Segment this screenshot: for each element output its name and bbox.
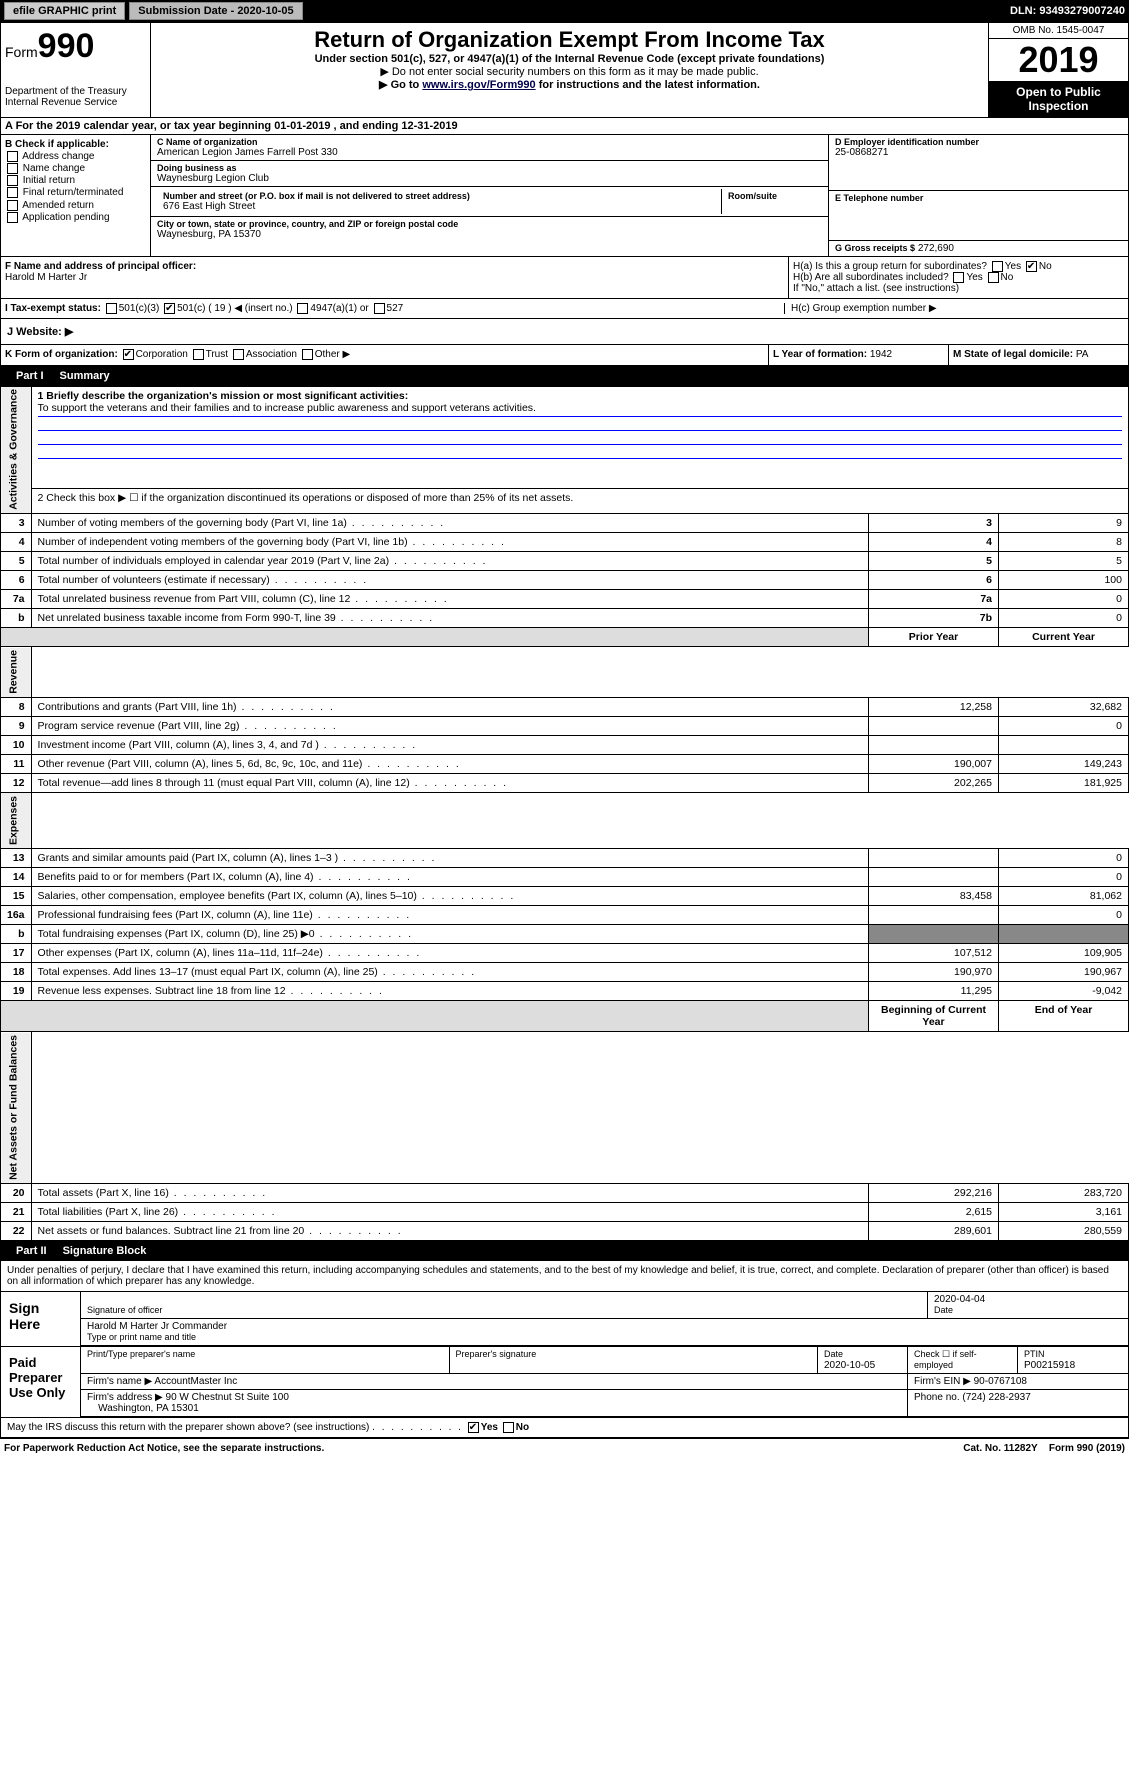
checkbox-amended-return[interactable]: Amended return — [5, 200, 146, 211]
ein: 25-0868271 — [835, 147, 1122, 158]
firm-ein: 90-0767108 — [974, 1376, 1027, 1387]
row-a-period: A For the 2019 calendar year, or tax yea… — [0, 118, 1129, 135]
gross-receipts: 272,690 — [918, 243, 954, 254]
street-address: 676 East High Street — [163, 201, 715, 212]
form-title: Return of Organization Exempt From Incom… — [155, 27, 984, 53]
year-formation: 1942 — [870, 349, 892, 360]
part2-header: Part II Signature Block — [0, 1241, 1129, 1261]
efile-button[interactable]: efile GRAPHIC print — [4, 2, 125, 20]
perjury-text: Under penalties of perjury, I declare th… — [1, 1261, 1128, 1292]
tax-year: 2019 — [989, 39, 1128, 81]
section-bc: B Check if applicable: Address change Na… — [0, 135, 1129, 257]
firm-phone: (724) 228-2937 — [962, 1392, 1030, 1403]
row-tax-status: I Tax-exempt status: 501(c)(3) 501(c) ( … — [0, 299, 1129, 319]
dba: Waynesburg Legion Club — [157, 173, 822, 184]
city-state-zip: Waynesburg, PA 15370 — [157, 229, 822, 240]
box-c: C Name of organization American Legion J… — [151, 135, 828, 256]
part1-header: Part I Summary — [0, 366, 1129, 386]
open-public: Open to Public Inspection — [989, 81, 1128, 117]
row-k: K Form of organization: Corporation Trus… — [0, 345, 1129, 365]
page-footer: For Paperwork Reduction Act Notice, see … — [0, 1438, 1129, 1458]
form-header: Form990 Department of the Treasury Inter… — [0, 22, 1129, 118]
state-domicile: PA — [1076, 349, 1089, 360]
officer-sig-name: Harold M Harter Jr Commander — [87, 1321, 227, 1332]
side-revenue: Revenue — [1, 647, 32, 698]
top-bar: efile GRAPHIC print Submission Date - 20… — [0, 0, 1129, 22]
mission-text: To support the veterans and their famili… — [38, 402, 1122, 417]
col-deg: D Employer identification number 25-0868… — [828, 135, 1128, 256]
signature-block: Under penalties of perjury, I declare th… — [0, 1261, 1129, 1438]
side-governance: Activities & Governance — [1, 386, 32, 514]
form-subtitle: Under section 501(c), 527, or 4947(a)(1)… — [155, 53, 984, 65]
side-net: Net Assets or Fund Balances — [1, 1032, 32, 1184]
summary-table: Activities & Governance 1 Briefly descri… — [0, 386, 1129, 1242]
firm-addr: 90 W Chestnut St Suite 100 — [166, 1392, 289, 1403]
org-name: American Legion James Farrell Post 330 — [157, 147, 822, 158]
form-note2: ▶ Go to www.irs.gov/Form990 for instruct… — [155, 78, 984, 91]
dept-label: Department of the Treasury Internal Reve… — [5, 86, 146, 108]
officer-name: Harold M Harter Jr — [5, 272, 87, 283]
box-b: B Check if applicable: Address change Na… — [1, 135, 151, 256]
row-website: J Website: ▶ — [0, 319, 1129, 345]
checkbox-address-change[interactable]: Address change — [5, 151, 146, 162]
side-expenses: Expenses — [1, 793, 32, 849]
sign-here-label: Sign Here — [1, 1292, 81, 1346]
checkbox-application-pending[interactable]: Application pending — [5, 212, 146, 223]
checkbox-name-change[interactable]: Name change — [5, 163, 146, 174]
checkbox-initial-return[interactable]: Initial return — [5, 175, 146, 186]
firm-name: AccountMaster Inc — [154, 1376, 237, 1387]
row-fh: F Name and address of principal officer:… — [0, 257, 1129, 299]
dln: DLN: 93493279007240 — [1010, 5, 1125, 17]
omb-number: OMB No. 1545-0047 — [989, 23, 1128, 39]
submission-date: Submission Date - 2020-10-05 — [129, 2, 302, 20]
ptin: P00215918 — [1024, 1360, 1075, 1371]
instructions-link[interactable]: www.irs.gov/Form990 — [422, 79, 535, 91]
paid-prep-label: Paid Preparer Use Only — [1, 1347, 81, 1417]
form-number: Form990 — [5, 27, 146, 66]
form-note1: ▶ Do not enter social security numbers o… — [155, 65, 984, 78]
checkbox-final-return-terminated[interactable]: Final return/terminated — [5, 187, 146, 198]
